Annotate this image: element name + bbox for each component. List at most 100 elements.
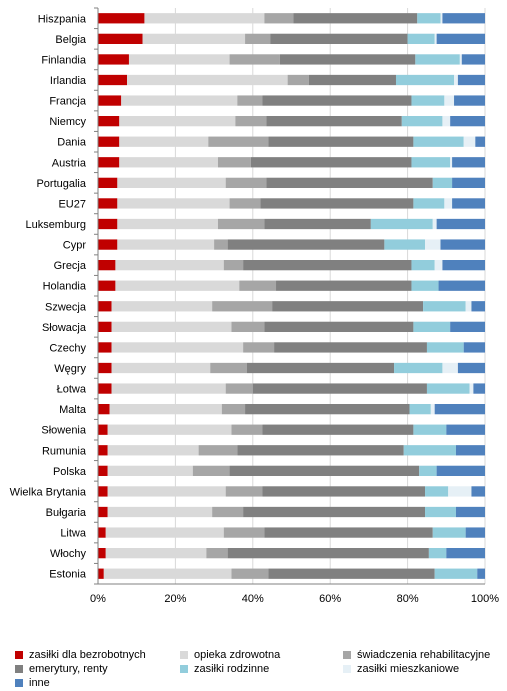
bar-segment bbox=[370, 218, 433, 230]
bar-segment bbox=[457, 362, 485, 374]
legend-swatch bbox=[15, 665, 23, 673]
bar-segment bbox=[217, 218, 265, 230]
bar-segment bbox=[266, 116, 402, 127]
bar-segment bbox=[98, 280, 116, 291]
bar-segment bbox=[231, 321, 265, 332]
bar-segment bbox=[210, 362, 247, 374]
bar-segment bbox=[107, 486, 226, 497]
stacked-bar-chart: 0% 20% 40% 60% 80% 100% Hiszpania Belgia Finland… bbox=[10, 7, 499, 605]
bar-segment bbox=[98, 404, 110, 415]
bar-segment bbox=[442, 362, 458, 374]
bar-segment bbox=[415, 54, 460, 65]
bar-segment bbox=[276, 280, 412, 291]
x-tick-label: 0% bbox=[90, 593, 106, 605]
bar-segment bbox=[430, 404, 435, 415]
bar-segment bbox=[109, 404, 222, 415]
bar-segment bbox=[246, 362, 395, 374]
bar-segment bbox=[442, 13, 485, 24]
bar-segment bbox=[434, 33, 437, 44]
x-tick-label: 100% bbox=[471, 593, 499, 605]
bar-segment bbox=[107, 424, 232, 435]
bar-segment bbox=[454, 74, 458, 86]
bar-segment bbox=[119, 157, 218, 168]
category-label: Hiszpania bbox=[38, 13, 87, 25]
legend-label: świadczenia rehabilitacyjne bbox=[357, 649, 491, 661]
bar-segment bbox=[264, 527, 433, 538]
bar-segment bbox=[105, 527, 224, 538]
bar-segment bbox=[229, 54, 280, 65]
legend-item-rehabilitation: świadczenia rehabilitacyjne bbox=[343, 648, 490, 662]
category-label: Luksemburg bbox=[25, 219, 86, 231]
category-label: Bułgaria bbox=[46, 507, 87, 519]
bar-segment bbox=[262, 95, 412, 106]
category-label: Słowenia bbox=[41, 425, 87, 437]
bar-segment bbox=[268, 568, 435, 579]
bar-segment bbox=[442, 260, 485, 271]
bar-segment bbox=[446, 424, 485, 435]
bar-segment bbox=[225, 486, 263, 497]
category-label: Węgry bbox=[54, 363, 86, 375]
bar-segment bbox=[432, 177, 453, 188]
bar-segment bbox=[432, 218, 437, 230]
bar-segment bbox=[419, 465, 437, 476]
bar-segment bbox=[231, 424, 263, 435]
bar-segment bbox=[465, 301, 472, 312]
bar-segment bbox=[98, 342, 112, 353]
bar-segment bbox=[432, 527, 466, 538]
bar-segment bbox=[98, 527, 106, 538]
bar-segment bbox=[111, 321, 232, 332]
bar-segment bbox=[237, 95, 263, 106]
bar-segment bbox=[442, 116, 451, 127]
bar-segment bbox=[409, 404, 431, 415]
bar-segment bbox=[105, 548, 207, 559]
legend-item-other: inne bbox=[15, 676, 50, 690]
bar-segment bbox=[98, 177, 118, 188]
bar-segment bbox=[245, 33, 271, 44]
bar-segment bbox=[450, 157, 453, 168]
bar-segment bbox=[98, 218, 118, 230]
category-label: EU27 bbox=[58, 198, 86, 210]
bar-segment bbox=[98, 157, 120, 168]
legend-label: zasiłki dla bezrobotnych bbox=[29, 649, 146, 661]
bar-segment bbox=[243, 506, 426, 518]
bar-segment bbox=[98, 74, 128, 86]
bar-segment bbox=[117, 218, 218, 230]
bar-segment bbox=[274, 342, 427, 353]
bar-segment bbox=[111, 342, 244, 353]
bar-segment bbox=[426, 342, 464, 353]
category-label: Słowacja bbox=[42, 322, 87, 334]
bar-segment bbox=[107, 445, 199, 456]
bar-segment bbox=[403, 445, 456, 456]
bar-segment bbox=[229, 198, 261, 209]
bar-segment bbox=[471, 486, 485, 497]
bar-segment bbox=[455, 506, 485, 518]
bar-segment bbox=[452, 198, 485, 209]
bar-segment bbox=[98, 116, 120, 127]
x-tick-label: 40% bbox=[242, 593, 264, 605]
category-label: Grecja bbox=[54, 260, 87, 272]
bar-segment bbox=[98, 33, 143, 44]
bar-segment bbox=[411, 280, 439, 291]
bar-segment bbox=[452, 157, 485, 168]
category-label: Irlandia bbox=[50, 75, 87, 87]
bar-segment bbox=[413, 198, 445, 209]
bar-segment bbox=[98, 445, 108, 456]
bar-segment bbox=[475, 136, 485, 147]
legend-item-housing: zasiłki mieszkaniowe bbox=[343, 662, 459, 676]
bar-segment bbox=[407, 33, 435, 44]
bar-segment bbox=[127, 74, 288, 86]
bar-segment bbox=[293, 13, 418, 24]
bar-segment bbox=[465, 527, 485, 538]
bar-segment bbox=[223, 260, 244, 271]
bar-segment bbox=[434, 568, 478, 579]
legend-item-healthcare: opieka zdrowotna bbox=[180, 648, 280, 662]
bar-segment bbox=[384, 239, 426, 250]
bar-segment bbox=[98, 383, 112, 394]
bar-segment bbox=[107, 465, 193, 476]
bar-segment bbox=[98, 260, 116, 271]
bar-segment bbox=[287, 74, 309, 86]
bar-segment bbox=[459, 54, 462, 65]
bar-segment bbox=[440, 13, 443, 24]
category-label: Łotwa bbox=[57, 384, 87, 396]
bar-segment bbox=[425, 486, 449, 497]
